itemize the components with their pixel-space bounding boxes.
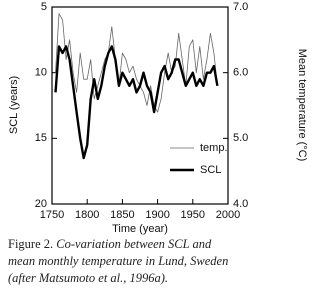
caption-label: Figure 2. Co-variation between SCL and	[8, 237, 212, 251]
x-tick-label: 1850	[110, 209, 134, 221]
y-tick-label: 10	[35, 67, 47, 79]
x-tick-label: 1950	[181, 209, 205, 221]
y2-tick-label: 7.0	[233, 1, 248, 13]
y-tick-label: 20	[35, 198, 47, 210]
caption-line: (after Matsumoto et al., 1996a).	[8, 271, 168, 285]
y-axis-label: SCL (years)	[8, 76, 20, 134]
data-line	[55, 13, 218, 113]
x-axis-label: Time (year)	[112, 223, 168, 235]
x-tick-label: 1750	[40, 209, 64, 221]
y2-axis-label: Mean temperature (°C)	[296, 49, 308, 162]
legend-label: SCL	[200, 164, 221, 176]
legend-label: temp.	[200, 142, 228, 154]
data-line	[54, 45, 219, 160]
x-tick-label: 2000	[216, 209, 240, 221]
y2-tick-label: 5.0	[233, 132, 248, 144]
plot-frame	[51, 6, 229, 205]
y2-tick-label: 6.0	[233, 67, 248, 79]
x-tick-label: 1800	[75, 209, 99, 221]
y-tick-label: 15	[35, 132, 47, 144]
caption-line: Co-variation between SCL and	[56, 237, 212, 251]
y-tick-label: 5	[41, 1, 47, 13]
x-tick-label: 1900	[145, 209, 169, 221]
caption-line: mean monthly temperature in Lund, Sweden	[8, 254, 228, 268]
y2-tick-label: 4.0	[233, 198, 248, 210]
caption-label-text: Figure 2.	[8, 237, 53, 251]
